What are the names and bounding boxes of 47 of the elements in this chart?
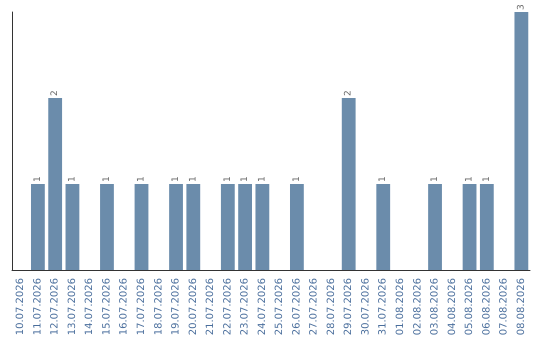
x-tick-label: 31.07.2026	[378, 278, 389, 336]
x-tick-label: 08.08.2026	[516, 278, 527, 336]
x-tick-label: 27.07.2026	[308, 278, 320, 336]
x-tick-label: 21.07.2026	[205, 278, 216, 336]
data-label: 1	[67, 176, 78, 182]
x-tick-label: 24.07.2026	[256, 278, 268, 336]
data-label: 1	[171, 176, 182, 182]
x-tick-label: 15.07.2026	[101, 278, 112, 336]
x-tick-label: 07.08.2026	[498, 278, 510, 336]
x-tick-label: 03.08.2026	[430, 278, 441, 336]
data-label: 2	[344, 90, 354, 96]
data-label: 1	[378, 176, 388, 182]
x-tick-label: 19.07.2026	[170, 278, 182, 336]
x-tick-label: 22.07.2026	[222, 278, 234, 336]
x-tick-label: 10.07.2026	[15, 278, 26, 336]
data-label: 1	[188, 176, 198, 182]
data-label: 3	[516, 4, 526, 10]
data-label: 2	[50, 90, 60, 96]
data-label: 1	[136, 176, 146, 182]
data-label: 1	[257, 176, 268, 182]
x-tick-label: 16.07.2026	[118, 278, 130, 336]
x-tick-label: 05.08.2026	[464, 278, 476, 336]
x-tick-label: 13.07.2026	[66, 278, 78, 336]
x-tick-label: 23.07.2026	[240, 278, 251, 336]
data-label: 1	[240, 176, 250, 182]
data-label: 1	[222, 176, 233, 182]
x-tick-label: 12.07.2026	[50, 278, 61, 336]
x-tick-label: 11.07.2026	[32, 278, 44, 336]
x-tick-label: 14.07.2026	[84, 278, 96, 336]
x-tick-label: 28.07.2026	[326, 278, 337, 336]
x-tick-label: 17.07.2026	[136, 278, 147, 336]
x-tick-label: 26.07.2026	[291, 278, 302, 336]
x-tick-label: 06.08.2026	[481, 278, 492, 336]
x-tick-label: 02.08.2026	[412, 278, 424, 336]
data-label: 1	[292, 176, 302, 182]
x-tick-label: 20.07.2026	[188, 278, 199, 336]
x-tick-label: 04.08.2026	[446, 278, 458, 336]
x-tick-label: 25.07.2026	[274, 278, 286, 336]
x-tick-label: 30.07.2026	[360, 278, 372, 336]
data-label: 1	[482, 176, 492, 182]
data-label: 1	[464, 176, 475, 182]
x-tick-label: 29.07.2026	[343, 278, 354, 336]
data-label: 1	[430, 176, 440, 182]
data-label: 1	[32, 176, 43, 182]
x-tick-label: 18.07.2026	[153, 278, 164, 336]
data-label: 1	[102, 176, 112, 182]
x-tick-label: 01.08.2026	[395, 278, 406, 336]
